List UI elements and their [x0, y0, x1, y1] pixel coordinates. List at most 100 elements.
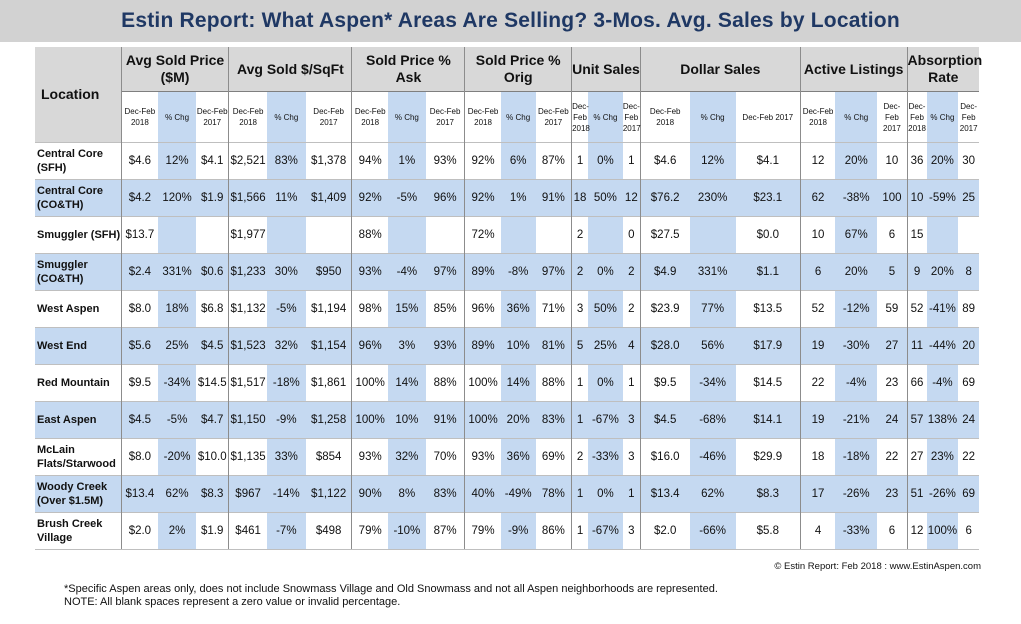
value-cell: -5% [266, 290, 306, 328]
value-cell: $2.0 [120, 512, 159, 550]
value-cell: $14.1 [735, 401, 801, 439]
value-cell: 30 [958, 142, 979, 180]
value-cell: 14% [500, 364, 536, 402]
value-cell [500, 216, 536, 254]
value-cell: 1% [387, 142, 426, 180]
value-cell: 79% [351, 512, 388, 550]
value-cell: 3% [387, 327, 426, 365]
value-cell: 94% [351, 142, 388, 180]
value-cell: 93% [425, 327, 465, 365]
value-cell: 25 [958, 179, 979, 217]
value-cell: 52 [906, 290, 927, 328]
value-cell: 23% [926, 438, 959, 476]
value-cell: 78% [535, 475, 572, 513]
value-cell: 12 [799, 142, 836, 180]
subheader-unit-sales-period-2017: Dec-Feb 2017 [622, 91, 641, 143]
value-cell: 52 [799, 290, 836, 328]
value-cell: 98% [351, 290, 388, 328]
value-cell: 12 [906, 512, 927, 550]
table-row: Brush Creek Village $2.0 2% $1.9 $461 -7% $498… [35, 512, 979, 550]
value-cell: $1,132 [228, 290, 267, 328]
value-cell: 79% [464, 512, 501, 550]
value-cell: 12 [622, 179, 641, 217]
value-cell: 72% [464, 216, 501, 254]
value-cell: 77% [689, 290, 736, 328]
value-cell [266, 216, 306, 254]
value-cell: $1,233 [228, 253, 267, 291]
value-cell: $1.1 [735, 253, 801, 291]
value-cell: $8.0 [120, 290, 159, 328]
value-cell: $27.5 [639, 216, 690, 254]
value-cell: 11% [266, 179, 306, 217]
header-group-absorption-rate: Absorption Rate [906, 47, 982, 92]
location-cell: West End [35, 327, 122, 365]
value-cell: $9.5 [120, 364, 159, 402]
value-cell: 15 [906, 216, 927, 254]
value-cell: -34% [689, 364, 736, 402]
value-cell: 2 [571, 216, 588, 254]
value-cell: 22 [799, 364, 836, 402]
value-cell: 20% [835, 142, 878, 180]
sales-table-container: Location Avg Sold Price ($M) Avg Sold $/Sq… [35, 47, 982, 550]
value-cell: 8% [387, 475, 426, 513]
value-cell: $4.1 [735, 142, 801, 180]
value-cell: $76.2 [639, 179, 690, 217]
value-cell: $13.7 [120, 216, 159, 254]
subheader-active-listings-period-2017: Dec-Feb 2017 [877, 91, 908, 143]
value-cell: -67% [587, 512, 623, 550]
value-cell: 20% [926, 142, 959, 180]
subheader-avg-sold-price-m-period-2017: Dec-Feb 2017 [196, 91, 229, 143]
value-cell: 69% [535, 438, 572, 476]
value-cell: 27 [877, 327, 908, 365]
location-cell: McLain Flats/Starwood [35, 438, 122, 476]
header-group-dollar-sales: Dollar Sales [639, 47, 801, 92]
value-cell: $950 [305, 253, 352, 291]
value-cell: $1,194 [305, 290, 352, 328]
subheader-absorption-rate-period-2018: Dec-Feb 2018 [906, 91, 927, 143]
value-cell: 0 [622, 216, 641, 254]
value-cell: 88% [425, 364, 465, 402]
value-cell: 83% [535, 401, 572, 439]
value-cell: -10% [387, 512, 426, 550]
value-cell: 3 [571, 290, 588, 328]
subheader-sold-price-ask-period-2018: Dec-Feb 2018 [351, 91, 388, 143]
value-cell: 89 [958, 290, 979, 328]
value-cell: $13.4 [120, 475, 159, 513]
value-cell: 30% [266, 253, 306, 291]
value-cell: -59% [926, 179, 959, 217]
location-cell: Smuggler (CO&TH) [35, 253, 122, 291]
value-cell: 51 [906, 475, 927, 513]
value-cell: -14% [266, 475, 306, 513]
value-cell: $8.3 [735, 475, 801, 513]
value-cell: 97% [535, 253, 572, 291]
value-cell: 93% [351, 253, 388, 291]
table-row: McLain Flats/Starwood $8.0 -20% $10.0 $1,135… [35, 438, 979, 476]
value-cell: $28.0 [639, 327, 690, 365]
value-cell: 25% [158, 327, 197, 365]
value-cell: 6 [799, 253, 836, 291]
value-cell: $4.5 [196, 327, 229, 365]
value-cell: -68% [689, 401, 736, 439]
value-cell: $4.5 [120, 401, 159, 439]
value-cell: 17 [799, 475, 836, 513]
value-cell: $16.0 [639, 438, 690, 476]
value-cell: 91% [425, 401, 465, 439]
value-cell: 89% [464, 327, 501, 365]
value-cell: 25% [587, 327, 623, 365]
value-cell: 83% [425, 475, 465, 513]
value-cell: 138% [926, 401, 959, 439]
value-cell: 10% [387, 401, 426, 439]
value-cell: 69 [958, 364, 979, 402]
value-cell: 12% [689, 142, 736, 180]
value-cell: $4.2 [120, 179, 159, 217]
value-cell: 18 [571, 179, 588, 217]
value-cell: $1,566 [228, 179, 267, 217]
value-cell: $498 [305, 512, 352, 550]
value-cell: 1 [571, 142, 588, 180]
value-cell: 33% [266, 438, 306, 476]
value-cell: $2,521 [228, 142, 267, 180]
value-cell: 100% [464, 364, 501, 402]
group-header-row: Location Avg Sold Price ($M) Avg Sold $/Sq… [35, 47, 982, 143]
report-title: Estin Report: What Aspen* Areas Are Sell… [121, 9, 900, 32]
value-cell: $5.6 [120, 327, 159, 365]
